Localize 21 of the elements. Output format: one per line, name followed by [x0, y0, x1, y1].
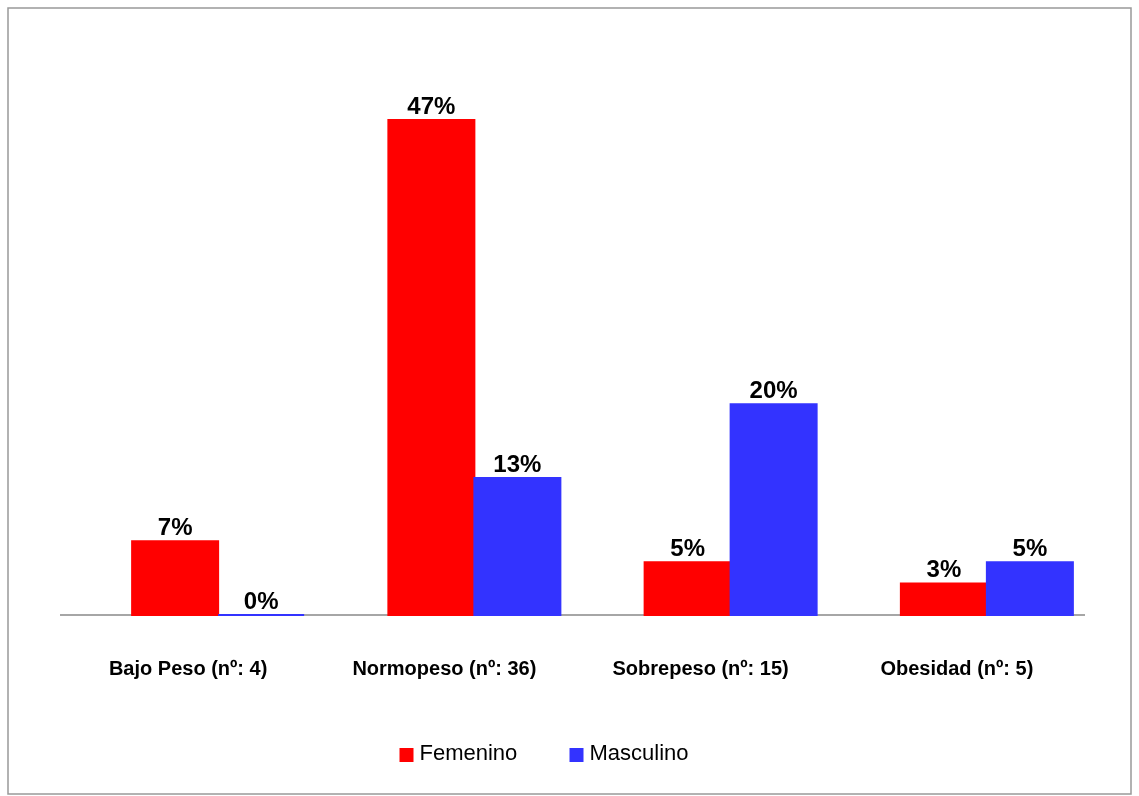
x-tick-label: Bajo Peso (nº: 4): [108, 657, 268, 679]
legend-label: Masculino: [589, 740, 689, 765]
x-tick-label: Normopeso (nº: 36): [352, 657, 537, 679]
data-label: 3%: [926, 555, 962, 583]
bar: [899, 582, 988, 616]
bar: [985, 561, 1074, 616]
data-label: 13%: [493, 450, 542, 478]
data-label: 20%: [749, 376, 798, 404]
bar: [131, 540, 220, 616]
bar: [473, 477, 562, 616]
data-label: 7%: [157, 513, 193, 541]
legend-label: Femenino: [419, 740, 518, 765]
data-label: 0%: [243, 587, 279, 614]
x-tick-label: Obesidad (nº: 5): [880, 657, 1034, 679]
data-label: 47%: [407, 92, 456, 119]
data-label: 5%: [670, 534, 705, 562]
bar: [729, 403, 818, 616]
bar: [387, 119, 476, 616]
data-label: 5%: [1012, 534, 1048, 562]
bar: [643, 561, 732, 616]
x-tick-label: Sobrepeso (nº: 15): [612, 657, 789, 679]
